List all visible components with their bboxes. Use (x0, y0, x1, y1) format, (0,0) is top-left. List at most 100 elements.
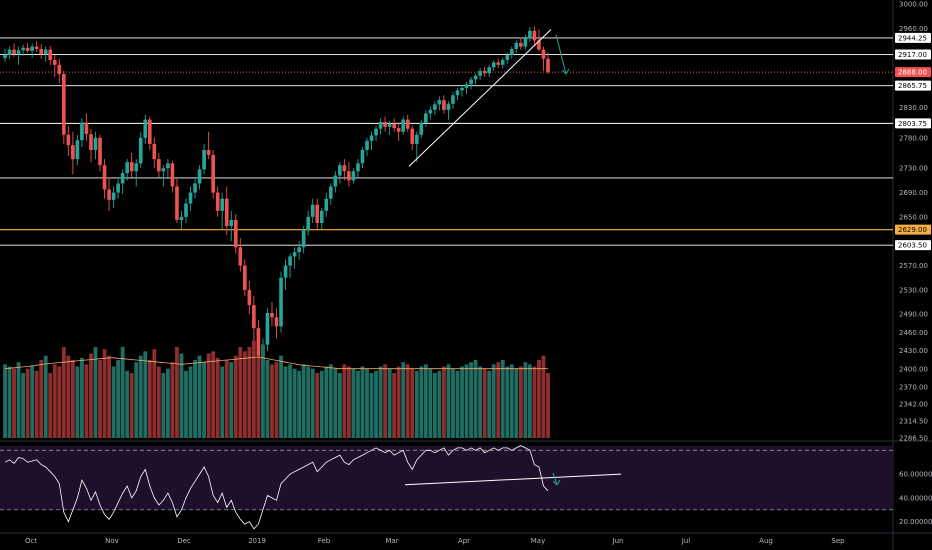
candle-body[interactable] (509, 49, 514, 56)
candle-body[interactable] (288, 256, 292, 266)
candle-body[interactable] (301, 230, 306, 248)
price-level-tag[interactable] (895, 240, 931, 251)
price-level-tag[interactable] (895, 224, 931, 235)
candle-body[interactable] (387, 123, 392, 127)
candle-body[interactable] (197, 169, 202, 184)
candle-body[interactable] (66, 134, 71, 146)
candle-body[interactable] (116, 183, 120, 193)
candle-body[interactable] (482, 70, 487, 74)
candle-body[interactable] (120, 173, 125, 184)
candle-body[interactable] (405, 119, 410, 129)
candle-body[interactable] (396, 128, 401, 132)
candle-body[interactable] (25, 47, 30, 51)
candle-body[interactable] (356, 163, 360, 172)
candle-body[interactable] (491, 62, 496, 68)
candle-body[interactable] (519, 42, 523, 47)
candle-body[interactable] (170, 163, 175, 187)
candle-body[interactable] (374, 128, 378, 136)
candle-body[interactable] (7, 49, 12, 55)
candle-body[interactable] (487, 67, 491, 74)
candle-body[interactable] (12, 49, 16, 54)
candle-body[interactable] (419, 122, 424, 135)
time-axis[interactable]: Oct Nov Dec 2019 Feb Mar Apr May Jun Jul Aug Sep (0, 532, 932, 545)
price-level-tag[interactable] (895, 32, 931, 43)
price-level-tag[interactable] (895, 49, 931, 60)
oscillator-trendline[interactable] (404, 473, 622, 486)
candle-body[interactable] (274, 317, 279, 327)
candle-body[interactable] (297, 247, 301, 253)
candle-body[interactable] (442, 100, 446, 110)
candle-body[interactable] (238, 247, 243, 266)
candle-body[interactable] (473, 75, 478, 80)
candle-body[interactable] (338, 165, 342, 176)
candle-body[interactable] (80, 122, 84, 141)
candle-body[interactable] (424, 113, 428, 123)
candle-body[interactable] (21, 47, 25, 51)
candle-body[interactable] (48, 49, 53, 60)
trendline[interactable] (408, 29, 552, 167)
candle-body[interactable] (333, 175, 338, 187)
price-level-tag[interactable] (895, 67, 931, 78)
arrow-line[interactable] (555, 34, 567, 75)
candle-body[interactable] (306, 216, 310, 231)
candle-body[interactable] (125, 162, 129, 174)
candle-body[interactable] (496, 62, 501, 65)
candle-body[interactable] (351, 171, 356, 181)
candle-body[interactable] (93, 137, 98, 150)
candle-body[interactable] (532, 30, 537, 41)
candle-body[interactable] (39, 49, 44, 54)
candle-body[interactable] (315, 204, 320, 223)
candle-body[interactable] (179, 216, 184, 220)
price-level-tag[interactable] (895, 80, 931, 91)
candle-body[interactable] (224, 198, 229, 227)
candle-body[interactable] (220, 198, 225, 211)
candle-body[interactable] (52, 59, 57, 65)
candle-body[interactable] (324, 198, 329, 211)
candle-body[interactable] (3, 54, 7, 59)
candle-body[interactable] (279, 277, 283, 327)
candle-body[interactable] (98, 137, 102, 166)
candle-body[interactable] (102, 165, 107, 190)
candle-body[interactable] (464, 84, 469, 88)
candle-body[interactable] (265, 313, 270, 345)
candle-body[interactable] (437, 100, 442, 105)
candle-body[interactable] (360, 149, 365, 164)
candle-body[interactable] (157, 159, 161, 172)
candle-body[interactable] (134, 163, 139, 172)
candle-body[interactable] (256, 328, 261, 369)
candle-body[interactable] (16, 50, 21, 54)
candle-body[interactable] (283, 265, 288, 278)
candle-body[interactable] (383, 122, 387, 127)
candle-body[interactable] (365, 140, 369, 150)
candle-body[interactable] (478, 70, 482, 76)
candle-body[interactable] (252, 305, 256, 329)
candle-body[interactable] (500, 59, 505, 65)
candle-body[interactable] (111, 192, 116, 200)
candle-body[interactable] (455, 90, 460, 96)
candle-body[interactable] (211, 154, 215, 193)
candle-body[interactable] (138, 137, 143, 164)
candle-body[interactable] (71, 145, 75, 160)
candle-body[interactable] (143, 119, 148, 138)
candle-body[interactable] (541, 49, 546, 59)
candle-body[interactable] (161, 168, 166, 172)
candle-body[interactable] (369, 135, 374, 141)
candle-body[interactable] (392, 123, 396, 129)
candle-body[interactable] (270, 313, 274, 318)
candle-body[interactable] (469, 79, 473, 85)
candle-body[interactable] (523, 38, 528, 47)
candle-body[interactable] (30, 46, 34, 51)
candle-body[interactable] (428, 109, 433, 114)
candle-body[interactable] (433, 104, 437, 110)
candle-body[interactable] (152, 143, 157, 160)
candle-body[interactable] (514, 42, 519, 50)
candle-body[interactable] (175, 186, 179, 220)
candle-body[interactable] (166, 163, 170, 169)
oscillator-arrow-line[interactable] (552, 472, 558, 485)
candle-body[interactable] (328, 186, 333, 199)
candle-body[interactable] (537, 40, 541, 50)
candle-body[interactable] (401, 119, 406, 132)
